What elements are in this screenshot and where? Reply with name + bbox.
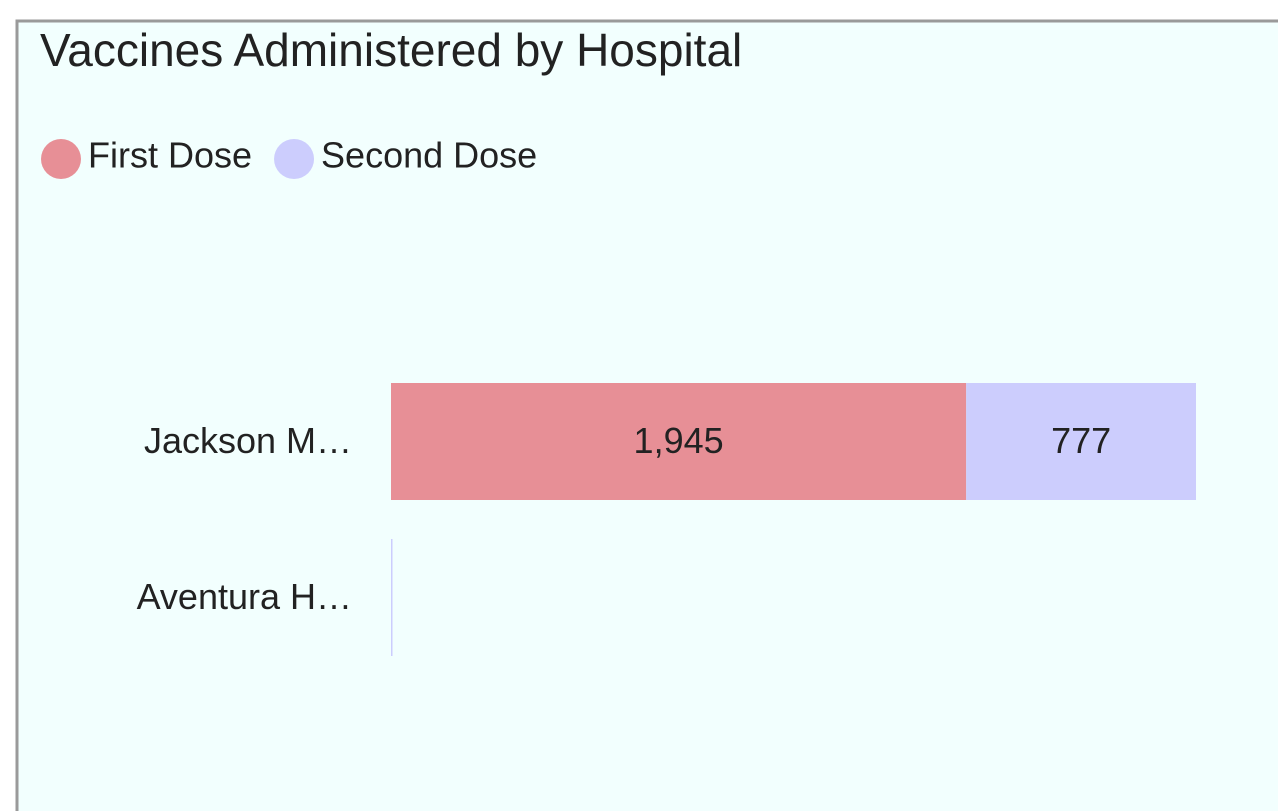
data-label: 1,945 xyxy=(634,420,724,461)
y-tick-label: Jackson M… xyxy=(144,420,352,461)
legend: First Dose Second Dose xyxy=(41,135,537,179)
plot: Jackson M… 1,945 777 Aventura H… xyxy=(137,383,1196,656)
bar-segment xyxy=(391,383,967,500)
legend-swatch xyxy=(274,139,315,179)
legend-swatch xyxy=(41,139,81,179)
y-tick-label: Aventura H… xyxy=(137,576,352,617)
data-label: 777 xyxy=(1051,420,1111,461)
bar-segment xyxy=(966,383,1196,500)
bar-segment xyxy=(391,539,393,656)
chart-title: Vaccines Administered by Hospital xyxy=(40,24,742,76)
legend-label: Second Dose xyxy=(321,135,537,176)
legend-label: First Dose xyxy=(88,135,252,176)
